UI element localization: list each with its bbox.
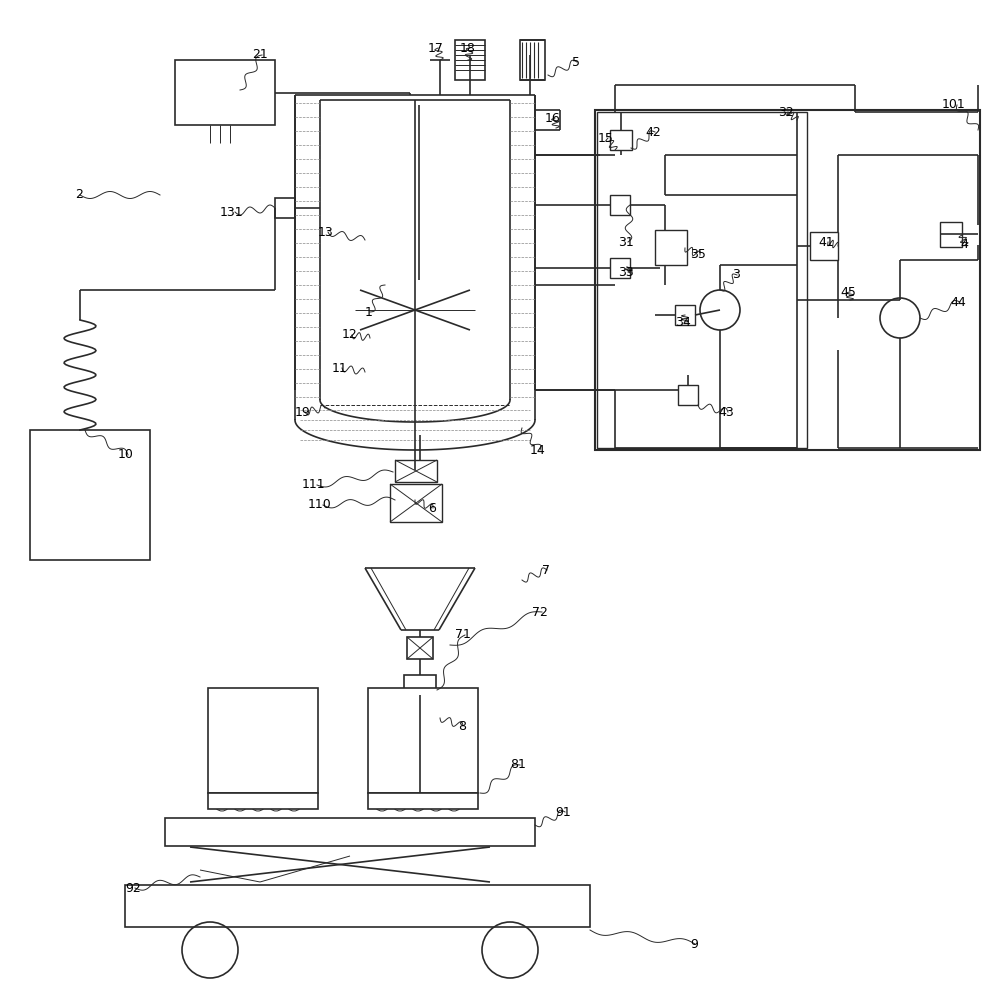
Text: 45: 45	[840, 286, 856, 298]
Bar	[175, 60, 275, 125]
Text: 11: 11	[332, 361, 348, 374]
Text: 72: 72	[532, 605, 548, 618]
Text: 41: 41	[818, 235, 834, 248]
Text: 110: 110	[308, 498, 332, 512]
Text: 111: 111	[302, 479, 326, 491]
Bar	[455, 40, 485, 80]
Bar	[208, 688, 318, 793]
Bar	[610, 195, 630, 215]
Text: 92: 92	[125, 882, 140, 894]
Text: 16: 16	[545, 111, 561, 124]
Text: 33: 33	[618, 265, 633, 278]
Text: 3: 3	[732, 268, 740, 282]
Text: 14: 14	[530, 444, 546, 456]
Bar	[368, 793, 478, 809]
Bar	[125, 885, 590, 927]
Bar	[678, 385, 698, 405]
Bar	[275, 198, 295, 218]
Text: 101: 101	[942, 99, 966, 111]
Text: 12: 12	[342, 328, 358, 342]
Text: 34: 34	[675, 316, 691, 328]
Bar	[595, 110, 980, 450]
Bar	[404, 675, 436, 695]
Text: 9: 9	[690, 938, 698, 950]
Text: 5: 5	[572, 55, 580, 68]
Text: 7: 7	[542, 564, 550, 576]
Text: 8: 8	[458, 720, 466, 732]
Text: 131: 131	[220, 206, 244, 219]
Text: 35: 35	[690, 248, 706, 261]
Bar	[520, 40, 545, 80]
Text: 44: 44	[950, 296, 966, 308]
Text: 31: 31	[618, 235, 633, 248]
Text: 2: 2	[75, 188, 83, 202]
Text: 81: 81	[510, 758, 526, 772]
Text: 18: 18	[460, 41, 476, 54]
Text: 6: 6	[428, 502, 436, 514]
Text: 17: 17	[428, 41, 444, 54]
Bar	[208, 793, 318, 809]
Bar	[810, 232, 838, 260]
Bar	[30, 430, 150, 560]
Text: 15: 15	[598, 131, 614, 144]
Text: 71: 71	[455, 629, 471, 642]
Bar	[407, 637, 433, 659]
Text: 13: 13	[318, 226, 334, 238]
Bar	[610, 258, 630, 278]
Text: 43: 43	[718, 406, 734, 418]
Text: 4: 4	[960, 238, 968, 251]
Text: 10: 10	[118, 448, 133, 462]
Text: 19: 19	[295, 406, 311, 418]
Text: 32: 32	[778, 105, 794, 118]
Bar	[597, 112, 807, 448]
Bar	[655, 230, 687, 265]
Text: 21: 21	[252, 48, 268, 62]
Bar	[395, 460, 437, 482]
Bar	[368, 688, 478, 793]
Text: 42: 42	[645, 125, 660, 138]
Bar	[675, 305, 695, 325]
Bar	[165, 818, 535, 846]
Text: 1: 1	[365, 306, 373, 318]
Bar	[940, 222, 962, 247]
Bar	[390, 484, 442, 522]
Bar	[610, 130, 632, 150]
Text: 91: 91	[555, 806, 571, 818]
